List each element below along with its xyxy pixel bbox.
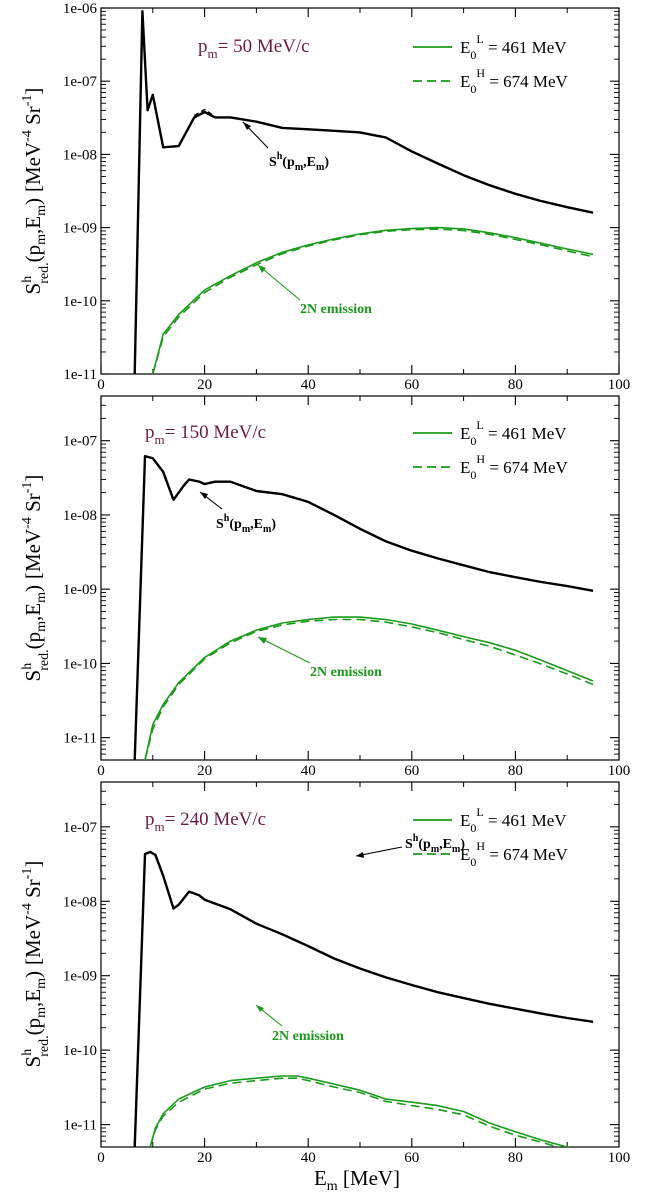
y-tick-label: 1e-10 [63, 294, 97, 310]
y-tick-label: 1e-07 [63, 434, 98, 450]
tick-group: 0 20 40 60 80 100 1e-11 1e-10 1e-09 1e-08 1e-07 [63, 782, 630, 1166]
y-tick-label: 1e-09 [63, 582, 97, 598]
y-tick-label: 1e-09 [63, 221, 97, 237]
legend-panel-2: E0L = 461 MeV E0H = 674 MeV [413, 418, 569, 482]
annotation-sh-panel-3: Sh(pm,Em) [355, 833, 465, 858]
ylabel-panel-1: Sh red.(pm,Em)[MeV-4 Sr-1] [20, 88, 52, 295]
x-tick-label: 40 [301, 1150, 316, 1166]
x-tick-label: 80 [508, 1150, 523, 1166]
y-tick-label: 1e-07 [63, 74, 98, 90]
arrow-head-icon [243, 122, 251, 130]
panel-pm-240: 0 20 40 60 80 100 1e-11 1e-10 1e-09 1e-08 1e-07 pm… [63, 781, 630, 1166]
annotation-sh-panel-2: Sh(pm,Em) [199, 491, 276, 535]
series-line-black-solid [133, 10, 594, 374]
pm-label: pm= 50 MeV/c [198, 36, 310, 61]
legend-label-H: E0H = 674 MeV [460, 452, 569, 482]
series-line-green-dashed [152, 228, 594, 374]
legend-label-H: E0H = 674 MeV [460, 66, 569, 96]
legend-panel-1: E0L = 461 MeV E0H = 674 MeV [413, 32, 569, 96]
ylabel: Sh red.(pm,Em)[MeV-4 Sr-1] [20, 475, 52, 682]
annotation-emission-panel-2: 2N emission [257, 636, 382, 680]
arrow-head-icon [356, 852, 364, 858]
series-line-green-solid [149, 1075, 571, 1147]
curves-group [133, 10, 594, 374]
x-tick-label: 100 [608, 377, 631, 393]
annotation-emission-label: 2N emission [300, 302, 372, 317]
y-tick-label: 1e-07 [63, 820, 98, 836]
x-tick-label: 20 [197, 1150, 212, 1166]
x-tick-label: 40 [301, 763, 316, 779]
annotation-sh-label: Sh(pm,Em) [269, 151, 329, 173]
tick-group: 0 20 40 60 80 100 1e-11 1e-10 1e-09 1e-08 1e-07 1e-… [63, 1, 630, 393]
x-tick-label: 0 [97, 377, 105, 393]
legend-label-L: E0L = 461 MeV [460, 418, 567, 448]
y-tick-label: 1e-11 [63, 731, 97, 747]
series-line-green-solid [152, 226, 594, 374]
arrow-head-icon [258, 265, 266, 273]
y-tick-label: 1e-06 [63, 1, 98, 17]
y-tick-label: 1e-08 [63, 894, 97, 910]
x-tick-label: 60 [404, 377, 419, 393]
ylabel: Sh red.(pm,Em)[MeV-4 Sr-1] [20, 861, 52, 1068]
xlabel: Em [MeV] [314, 1166, 400, 1194]
legend-panel-3: E0L = 461 MeV E0H = 674 MeV [413, 805, 569, 869]
series-line-black-solid [133, 454, 594, 760]
series-line-green-solid [144, 616, 594, 760]
x-tick-label: 100 [608, 1150, 631, 1166]
panel-pm-150: 0 20 40 60 80 100 1e-11 1e-10 1e-09 1e-08 1e-07 pm… [63, 395, 630, 779]
annotation-emission-label: 2N emission [272, 1029, 344, 1044]
legend-label-L: E0L = 461 MeV [460, 32, 567, 62]
series-line-green-dashed [149, 1077, 561, 1147]
arrow-head-icon [256, 1005, 264, 1012]
annotation-sh-panel-1: Sh(pm,Em) [242, 121, 329, 173]
pm-label: pm= 240 MeV/c [145, 809, 266, 834]
x-tick-label: 0 [97, 763, 105, 779]
y-tick-label: 1e-11 [63, 1118, 97, 1134]
pm-label: pm= 150 MeV/c [145, 422, 266, 447]
curves-group [133, 454, 594, 760]
x-tick-label: 20 [197, 377, 212, 393]
x-tick-label: 60 [404, 763, 419, 779]
arrow-head-icon [200, 492, 208, 499]
annotation-arrow [257, 264, 301, 301]
series-line-green-dashed [144, 618, 594, 760]
y-tick-label: 1e-10 [63, 656, 97, 672]
y-tick-label: 1e-08 [63, 147, 97, 163]
annotation-emission-label: 2N emission [310, 665, 382, 680]
annotation-arrow [355, 846, 403, 857]
arrow-head-icon [258, 637, 267, 644]
annotation-emission-panel-1: 2N emission [257, 264, 372, 317]
y-tick-label: 1e-10 [63, 1043, 97, 1059]
series-line-black-dashed [193, 108, 216, 117]
x-tick-label: 40 [301, 377, 316, 393]
annotation-arrow [257, 636, 311, 664]
ylabel-panel-2: Sh red.(pm,Em)[MeV-4 Sr-1] [20, 475, 52, 682]
x-tick-label: 0 [97, 1150, 105, 1166]
x-tick-label: 80 [508, 377, 523, 393]
tick-group: 0 20 40 60 80 100 1e-11 1e-10 1e-09 1e-08 1e-07 [63, 396, 630, 779]
legend-label-L: E0L = 461 MeV [460, 805, 567, 835]
y-tick-label: 1e-08 [63, 508, 97, 524]
annotation-emission-panel-3: 2N emission [255, 1004, 344, 1044]
panel-pm-50: 0 20 40 60 80 100 1e-11 1e-10 1e-09 1e-08 1e-07 1e-… [63, 1, 630, 393]
ylabel: Sh red.(pm,Em)[MeV-4 Sr-1] [20, 88, 52, 295]
y-tick-label: 1e-09 [63, 969, 97, 985]
annotation-sh-label: Sh(pm,Em) [405, 833, 465, 855]
x-tick-label: 100 [608, 763, 631, 779]
series-line-black-solid [133, 850, 594, 1147]
ylabel-panel-3: Sh red.(pm,Em)[MeV-4 Sr-1] [20, 861, 52, 1068]
legend-label-H: E0H = 674 MeV [460, 839, 569, 869]
y-tick-label: 1e-11 [63, 367, 97, 383]
annotation-sh-label: Sh(pm,Em) [216, 513, 276, 535]
plot-frame [100, 7, 620, 375]
x-tick-label: 20 [197, 763, 212, 779]
x-tick-label: 80 [508, 763, 523, 779]
curves-group [133, 850, 594, 1147]
x-tick-label: 60 [404, 1150, 419, 1166]
plot-frame [100, 395, 620, 761]
